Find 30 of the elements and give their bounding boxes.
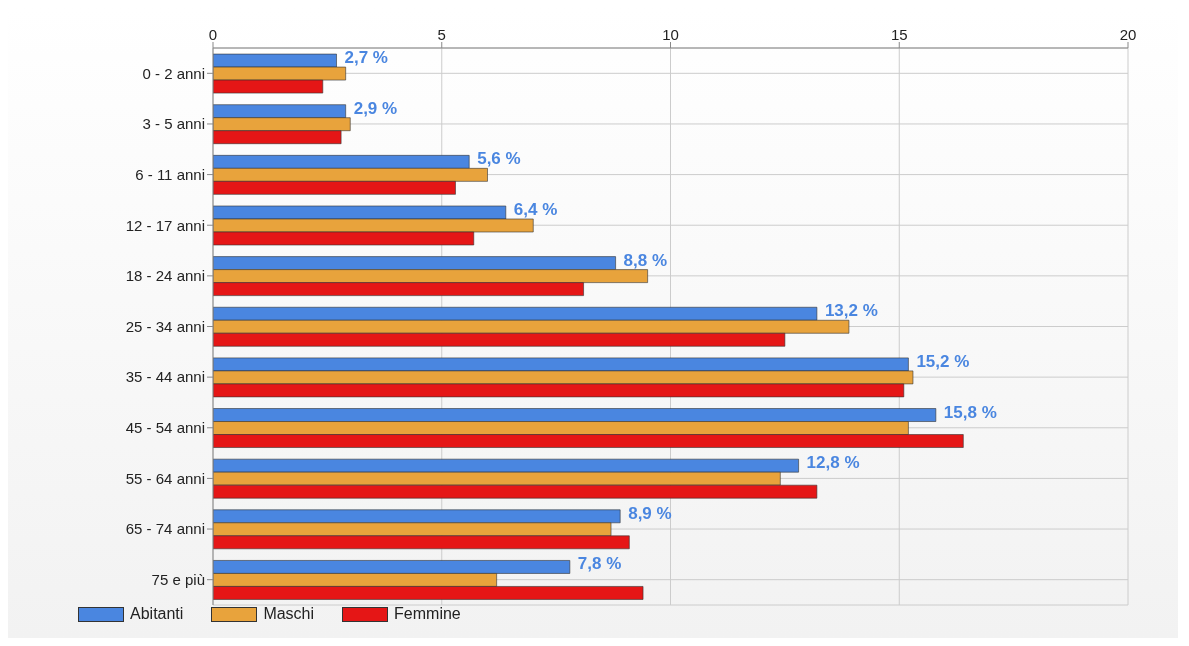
data-label: 6,4 % <box>513 199 558 219</box>
y-tick-label: 65 - 74 anni <box>125 520 205 538</box>
x-tick-label: 5 <box>437 26 446 43</box>
data-label: 15,8 % <box>943 402 997 422</box>
x-tick-label: 15 <box>890 26 908 43</box>
data-label: 2,9 % <box>353 98 398 118</box>
data-label: 2,7 % <box>344 48 389 68</box>
x-tick-label: 20 <box>1119 26 1137 43</box>
legend-label: Abitanti <box>130 605 184 623</box>
data-label: 5,6 % <box>477 149 521 169</box>
x-tick-label: 0 <box>208 26 218 43</box>
y-tick-label: 35 - 44 anni <box>125 368 205 386</box>
y-tick-label: 45 - 54 anni <box>125 419 205 437</box>
legend-label: Femmine <box>394 605 461 623</box>
legend-label: Maschi <box>263 605 315 623</box>
data-label: 15,2 % <box>916 351 970 371</box>
x-tick-label: 10 <box>662 26 679 43</box>
data-label: 8,8 % <box>623 250 668 270</box>
y-tick-label: 6 - 11 anni <box>135 165 205 183</box>
y-tick-label: 12 - 17 anni <box>125 216 205 234</box>
y-tick-label: 3 - 5 anni <box>142 115 205 133</box>
y-tick-label: 55 - 64 anni <box>125 469 205 487</box>
y-tick-label: 75 e più <box>151 571 205 589</box>
data-label: 13,2 % <box>824 301 878 321</box>
y-tick-label: 18 - 24 anni <box>125 267 205 285</box>
y-tick-label: 0 - 2 anni <box>142 64 205 82</box>
data-label: 7,8 % <box>577 554 622 574</box>
data-label: 12,8 % <box>806 453 860 473</box>
y-tick-label: 25 - 34 anni <box>125 317 205 335</box>
data-label: 8,9 % <box>628 503 672 523</box>
